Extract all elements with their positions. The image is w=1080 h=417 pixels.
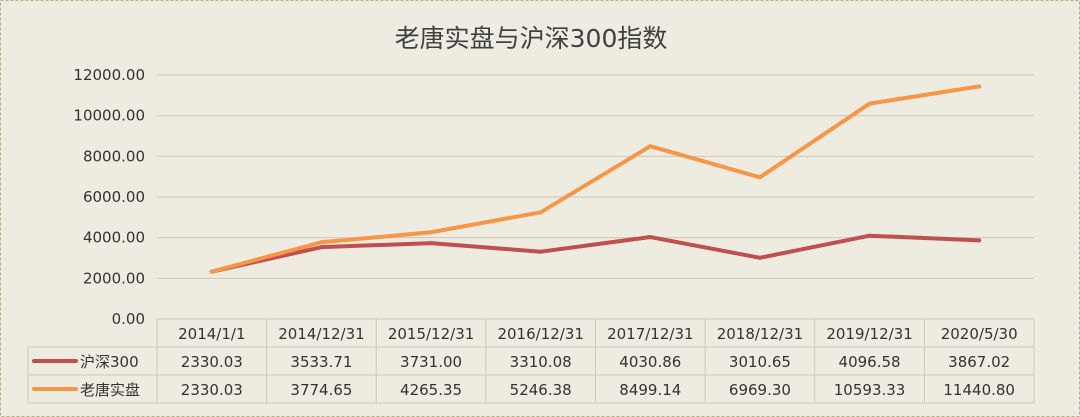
data-table-cell: 11440.80 [943,381,1015,399]
data-table-cell: 8499.14 [619,381,681,399]
data-point [429,230,434,235]
x-tick-label: 2016/12/31 [497,325,583,343]
y-tick-label: 12000.00 [73,66,145,84]
data-point [757,255,762,260]
data-point [977,238,982,243]
series-layer [209,84,982,274]
x-tick-label: 2014/1/1 [178,325,245,343]
x-tick-label: 2020/5/30 [941,325,1018,343]
data-table-cell: 3867.02 [948,353,1010,371]
data-point [429,241,434,246]
data-table-cell: 2330.03 [181,381,243,399]
data-point [648,144,653,149]
series-line [209,84,982,274]
legend-label: 老唐实盘 [80,381,140,399]
data-point [209,269,214,274]
data-table-cell: 2330.03 [181,353,243,371]
y-tick-label: 10000.00 [73,107,145,125]
data-table-cell: 4265.35 [400,381,462,399]
series-line [209,233,982,274]
data-table-cell: 3774.65 [290,381,352,399]
data-table-cell: 3010.65 [729,353,791,371]
data-table-cell: 3731.00 [400,353,462,371]
data-table-cell: 4030.86 [619,353,681,371]
data-table-cell: 10593.33 [834,381,906,399]
data-table-cell: 6969.30 [729,381,791,399]
data-point [648,235,653,240]
y-tick-label: 4000.00 [83,229,145,247]
x-tick-label: 2014/12/31 [278,325,364,343]
data-point [538,210,543,215]
data-point [867,101,872,106]
data-table-cell: 3310.08 [510,353,572,371]
x-tick-label: 2017/12/31 [607,325,693,343]
y-tick-label: 2000.00 [83,269,145,287]
x-tick-label: 2019/12/31 [826,325,912,343]
data-table-cell: 5246.38 [510,381,572,399]
data-table-cell: 3533.71 [290,353,352,371]
y-tick-label: 6000.00 [83,188,145,206]
data-point [319,245,324,250]
data-point [538,249,543,254]
y-tick-label: 8000.00 [83,147,145,165]
y-axis: 0.00 2000.00 4000.00 6000.00 8000.00 10000.00… [73,66,145,328]
data-table: 2014/1/1 2014/12/31 2015/12/31 2016/12/31 20… [27,318,1035,404]
legend-label: 沪深300 [80,353,139,371]
x-tick-label: 2018/12/31 [717,325,803,343]
data-point [867,233,872,238]
y-tick-label: 0.00 [112,310,145,328]
data-point [757,175,762,180]
data-table-cell: 4096.58 [839,353,901,371]
data-point [977,84,982,89]
data-point [319,240,324,245]
chart-title: 老唐实盘与沪深300指数 [395,24,668,53]
x-tick-label: 2015/12/31 [388,325,474,343]
